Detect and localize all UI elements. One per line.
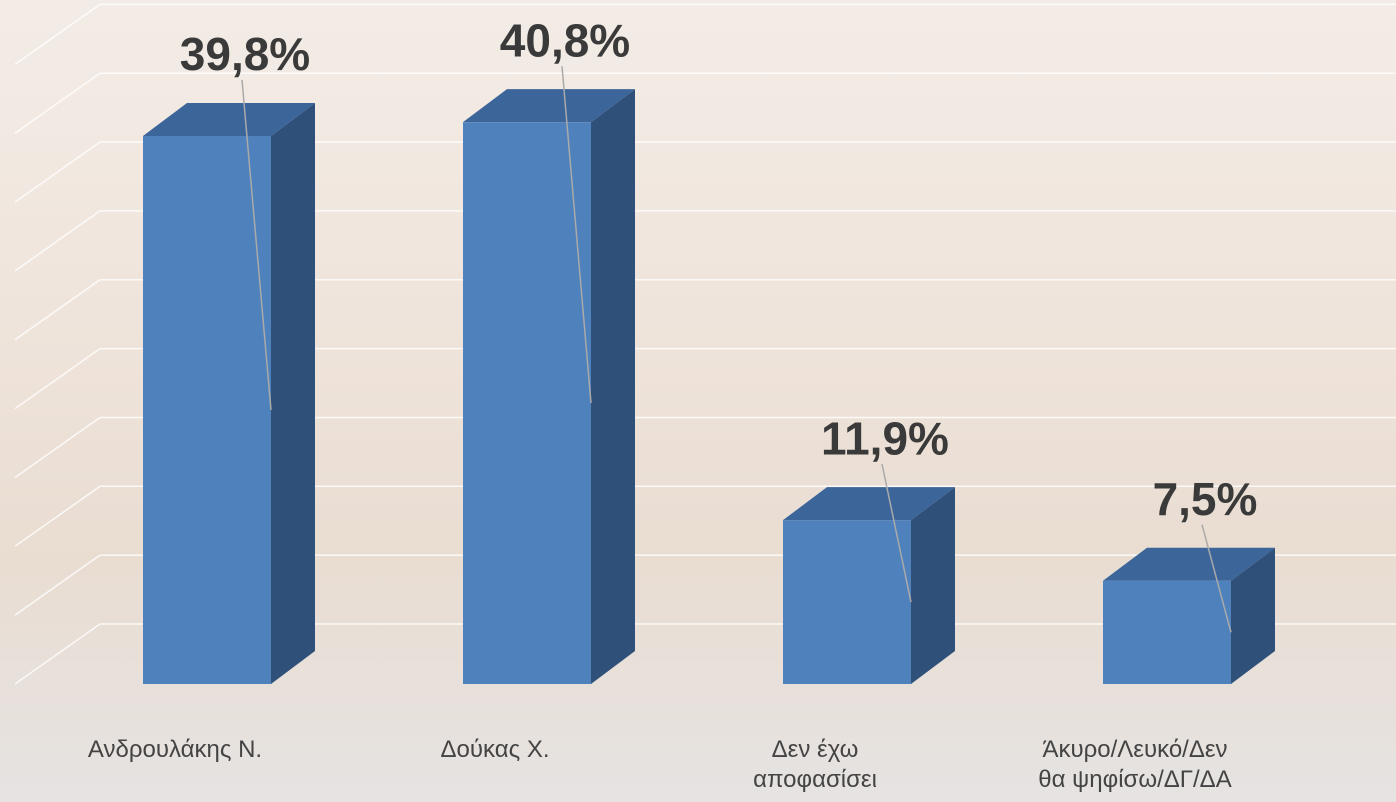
grid-wall [14, 485, 101, 547]
leader-line [561, 66, 592, 404]
x-tick-label: Δεν έχω αποφασίσει [753, 736, 877, 793]
leader-line [241, 79, 272, 411]
bar-side [911, 487, 955, 684]
x-tick-label: Ανδρουλάκης Ν. [87, 736, 263, 763]
leader-line [1201, 524, 1232, 633]
value-label: 11,9% [821, 412, 949, 464]
bar [1103, 580, 1231, 684]
value-label: 40,8% [500, 14, 630, 66]
x-tick-label: Άκυρο/Λευκό/Δεν θα ψηφίσω/ΔΓ/ΔΑ [1038, 736, 1232, 793]
grid-wall [14, 141, 101, 203]
bar [143, 135, 271, 685]
value-label: 7,5% [1153, 473, 1258, 525]
leader-line [881, 463, 912, 603]
bar-top [1103, 547, 1275, 581]
bar [463, 122, 591, 684]
grid-wall [14, 72, 101, 134]
bar [783, 520, 911, 684]
grid-wall [14, 623, 101, 685]
bar-side [1231, 547, 1275, 684]
grid-wall [14, 554, 101, 616]
grid-wall [14, 416, 101, 479]
grid-wall [14, 3, 101, 65]
grid-wall [14, 279, 101, 341]
bar-side [591, 89, 635, 684]
bar-top [143, 102, 315, 136]
bar-top [463, 89, 635, 123]
bar-top [783, 487, 955, 521]
grid-wall [14, 210, 101, 272]
value-label: 39,8% [180, 28, 310, 80]
grid-wall [14, 347, 101, 410]
bar-side [271, 102, 315, 685]
x-tick-label: Δούκας Χ. [440, 736, 550, 763]
